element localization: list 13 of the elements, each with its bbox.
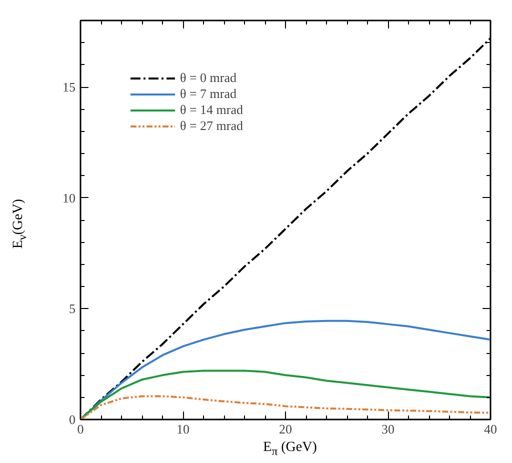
legend-label: θ = 27 mrad <box>180 118 244 134</box>
legend-label: θ = 0 mrad <box>180 70 237 86</box>
x-tick-label: 10 <box>176 422 190 436</box>
y-tick-label: 0 <box>69 412 76 427</box>
legend-label: θ = 14 mrad <box>180 102 244 118</box>
y-tick-label: 5 <box>69 301 76 316</box>
x-axis-title: E$_{π}$ (GeV) <box>263 440 317 458</box>
y-tick-label: 15 <box>62 80 76 94</box>
y-tick-label: 10 <box>62 190 76 206</box>
x-tick-label: 40 <box>484 422 497 436</box>
x-tick-label: 30 <box>382 422 394 436</box>
legend-label: θ = 7 mrad <box>180 86 237 102</box>
x-tick-label: 20 <box>279 422 292 436</box>
